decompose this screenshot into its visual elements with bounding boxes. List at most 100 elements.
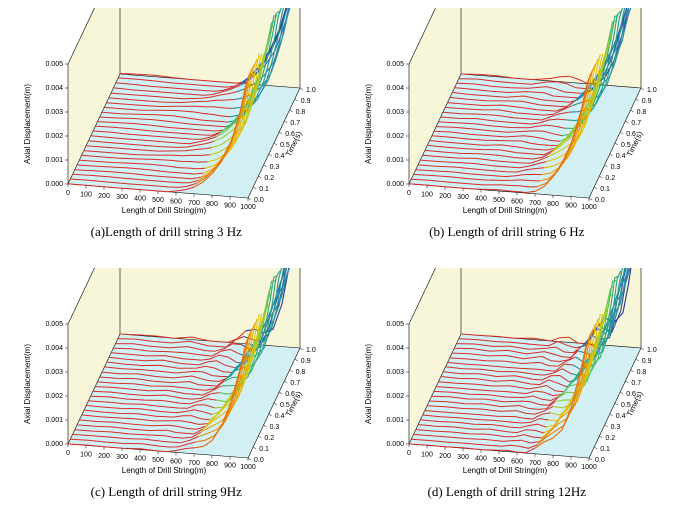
svg-text:800: 800 [206,461,218,468]
svg-text:0.000: 0.000 [46,441,64,448]
svg-text:0: 0 [407,190,411,197]
svg-text:Length of Drill String(m): Length of Drill String(m) [122,206,207,215]
svg-text:800: 800 [206,201,218,208]
svg-text:500: 500 [152,457,164,464]
svg-text:0.004: 0.004 [386,345,404,352]
svg-text:300: 300 [116,194,128,201]
svg-text:300: 300 [116,454,128,461]
caption-a: (a)Length of drill string 3 Hz [91,224,242,240]
caption-d: (d) Length of drill string 12Hz [428,484,587,500]
svg-text:0.0: 0.0 [595,197,605,204]
svg-text:500: 500 [493,457,505,464]
svg-text:0.003: 0.003 [386,109,404,116]
svg-text:800: 800 [547,461,559,468]
svg-text:0.001: 0.001 [46,417,64,424]
svg-text:200: 200 [98,452,110,459]
svg-text:600: 600 [511,198,523,205]
svg-text:500: 500 [152,197,164,204]
svg-text:0.2: 0.2 [265,175,275,182]
svg-text:0.3: 0.3 [270,164,280,171]
svg-text:1.0: 1.0 [306,87,316,94]
svg-text:0.002: 0.002 [386,133,404,140]
caption-c: (c) Length of drill string 9Hz [91,484,242,500]
svg-text:0.000: 0.000 [46,181,64,188]
svg-text:Axial Displacement(m): Axial Displacement(m) [364,343,373,423]
svg-text:0.2: 0.2 [605,175,615,182]
plot-3d-a: 01002003004005006007008009001000Length o… [16,8,316,218]
svg-text:1000: 1000 [240,204,256,211]
svg-text:0.003: 0.003 [386,369,404,376]
svg-text:0.8: 0.8 [636,369,646,376]
svg-text:900: 900 [565,462,577,469]
svg-text:400: 400 [475,455,487,462]
svg-text:Length of Drill String(m): Length of Drill String(m) [463,466,548,475]
svg-text:0.9: 0.9 [642,358,652,365]
svg-text:0.1: 0.1 [600,186,610,193]
svg-text:0.002: 0.002 [386,393,404,400]
panel-c: 01002003004005006007008009001000Length o… [8,268,325,524]
svg-text:Axial Displacement(m): Axial Displacement(m) [23,343,32,423]
svg-text:0.004: 0.004 [46,85,64,92]
svg-text:Length of Drill String(m): Length of Drill String(m) [463,206,548,215]
svg-text:0.004: 0.004 [46,345,64,352]
svg-text:Length of Drill String(m): Length of Drill String(m) [122,466,207,475]
svg-text:0.005: 0.005 [46,321,64,328]
svg-text:100: 100 [80,451,92,458]
svg-text:Axial Displacement(m): Axial Displacement(m) [364,84,373,164]
svg-text:100: 100 [421,451,433,458]
svg-text:0.005: 0.005 [46,61,64,68]
svg-text:0.3: 0.3 [610,424,620,431]
svg-text:0.001: 0.001 [386,417,404,424]
svg-text:300: 300 [457,454,469,461]
panel-a: 01002003004005006007008009001000Length o… [8,8,325,264]
svg-text:0.000: 0.000 [386,441,404,448]
plot-3d-b: 01002003004005006007008009001000Length o… [357,8,657,218]
svg-text:0.8: 0.8 [296,369,306,376]
panel-d: 01002003004005006007008009001000Length o… [349,268,666,524]
svg-text:0.002: 0.002 [46,133,64,140]
caption-b: (b) Length of drill string 6 Hz [429,224,584,240]
svg-text:0.003: 0.003 [46,109,64,116]
svg-text:0.1: 0.1 [259,446,269,453]
svg-text:900: 900 [565,203,577,210]
svg-text:500: 500 [493,197,505,204]
svg-text:Axial Displacement(m): Axial Displacement(m) [23,84,32,164]
svg-text:0.7: 0.7 [631,380,641,387]
svg-text:0.8: 0.8 [296,109,306,116]
panel-b: 01002003004005006007008009001000Length o… [349,8,666,264]
svg-text:1000: 1000 [581,204,597,211]
svg-text:200: 200 [439,193,451,200]
svg-text:0: 0 [407,450,411,457]
svg-text:0.1: 0.1 [259,186,269,193]
svg-text:0.2: 0.2 [265,435,275,442]
svg-text:1000: 1000 [240,464,256,471]
svg-text:0.8: 0.8 [636,109,646,116]
svg-text:0.7: 0.7 [291,120,301,127]
svg-text:0.7: 0.7 [631,120,641,127]
svg-text:600: 600 [170,458,182,465]
svg-text:0: 0 [66,190,70,197]
svg-text:0.000: 0.000 [386,181,404,188]
svg-text:0.0: 0.0 [254,457,264,464]
svg-text:1.0: 1.0 [647,87,657,94]
plot-3d-c: 01002003004005006007008009001000Length o… [16,268,316,478]
svg-text:0.2: 0.2 [605,435,615,442]
svg-text:0.3: 0.3 [270,424,280,431]
svg-text:400: 400 [475,196,487,203]
svg-text:300: 300 [457,194,469,201]
svg-text:400: 400 [134,455,146,462]
svg-text:0.3: 0.3 [610,164,620,171]
svg-text:1.0: 1.0 [647,347,657,354]
svg-text:400: 400 [134,196,146,203]
svg-text:0.9: 0.9 [301,358,311,365]
svg-text:0.002: 0.002 [46,393,64,400]
svg-text:0.001: 0.001 [386,157,404,164]
svg-text:0.9: 0.9 [301,98,311,105]
svg-text:200: 200 [98,193,110,200]
svg-text:1.0: 1.0 [306,347,316,354]
svg-text:0.004: 0.004 [386,85,404,92]
svg-text:900: 900 [224,462,236,469]
svg-text:100: 100 [421,191,433,198]
svg-text:0.9: 0.9 [642,98,652,105]
svg-text:0.0: 0.0 [595,457,605,464]
